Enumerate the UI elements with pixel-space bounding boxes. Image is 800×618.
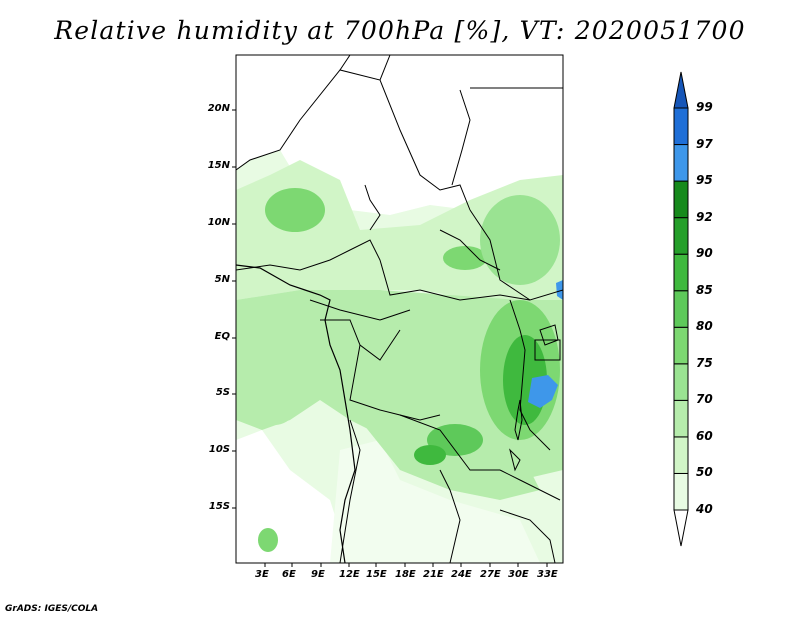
lon-tick-label: 33E	[537, 569, 558, 580]
humid-patch-nigeria	[265, 188, 325, 232]
lon-ticks	[264, 563, 548, 567]
lon-tick-label: 21E	[423, 569, 444, 580]
humid-patch-tanzania-blue	[528, 375, 558, 408]
map-frame	[235, 54, 564, 564]
lon-tick-label: 9E	[311, 569, 325, 580]
lon-tick-label: 15E	[366, 569, 387, 580]
colorbar-lower-extension	[673, 509, 689, 547]
lon-tick-label: 30E	[508, 569, 529, 580]
country-borders	[236, 55, 563, 563]
lon-tick-label: 27E	[480, 569, 501, 580]
colorbar-segment	[673, 217, 689, 255]
colorbar	[673, 71, 689, 547]
colorbar-segment	[673, 107, 689, 146]
lon-tick-label: 3E	[255, 569, 269, 580]
lake-outlines	[509, 324, 559, 472]
humidity-field	[236, 55, 563, 563]
colorbar-segment	[673, 399, 689, 438]
colorbar-level-label: 85	[696, 282, 713, 297]
colorbar-segment	[673, 363, 689, 401]
lon-tick-label: 18E	[395, 569, 416, 580]
colorbar-level-label: 95	[696, 173, 713, 188]
lat-tick-label: 10S	[208, 444, 230, 455]
humid-patch-north-blue	[556, 280, 563, 300]
colorbar-segment	[673, 472, 689, 511]
lat-ticks	[232, 109, 236, 509]
colorbar-level-label: 40	[696, 502, 713, 516]
colorbar-level-label: 70	[696, 392, 713, 407]
humid-patch-west-coast	[245, 335, 305, 425]
humid-patch-southwest	[258, 528, 278, 552]
humid-patch-katanga-2	[414, 445, 446, 465]
colorbar-segment	[673, 326, 689, 365]
colorbar-segment	[673, 290, 689, 328]
colorbar-level-label: 97	[696, 136, 713, 151]
humid-band-angola	[360, 420, 540, 500]
colorbar-segment	[673, 436, 689, 474]
colorbar-upper-extension	[673, 71, 689, 109]
coastline	[235, 264, 356, 564]
colorbar-level-label: 92	[696, 209, 713, 224]
colorbar-level-label: 75	[696, 355, 713, 370]
lat-tick-label: 15S	[208, 501, 230, 512]
lat-tick-label: 10N	[207, 217, 230, 228]
colorbar-segment	[673, 144, 689, 182]
lat-tick-label: EQ	[214, 331, 230, 342]
colorbar-segment	[673, 180, 689, 219]
lon-tick-label: 12E	[339, 569, 360, 580]
dry-region-south	[330, 440, 540, 563]
humid-band-congo	[236, 290, 563, 480]
humid-patch-chad	[443, 246, 487, 270]
map-title: Relative humidity at 700hPa [%], VT: 202…	[54, 16, 746, 45]
colorbar-segment	[673, 253, 689, 292]
colorbar-level-label: 50	[696, 465, 713, 480]
lat-tick-label: 20N	[207, 103, 230, 114]
lat-tick-label: 15N	[207, 160, 230, 171]
colorbar-level-label: 80	[696, 319, 713, 334]
humid-patch-east	[480, 195, 560, 285]
lat-tick-label: 5S	[215, 387, 230, 398]
colorbar-level-label: 60	[696, 428, 713, 443]
lat-tick-label: 5N	[214, 274, 230, 285]
lon-tick-label: 24E	[451, 569, 472, 580]
colorbar-level-label: 90	[696, 246, 713, 261]
colorbar-level-label: 99	[696, 100, 713, 114]
grads-credit: GrADS: IGES/COLA	[5, 604, 99, 614]
lon-tick-label: 6E	[282, 569, 296, 580]
